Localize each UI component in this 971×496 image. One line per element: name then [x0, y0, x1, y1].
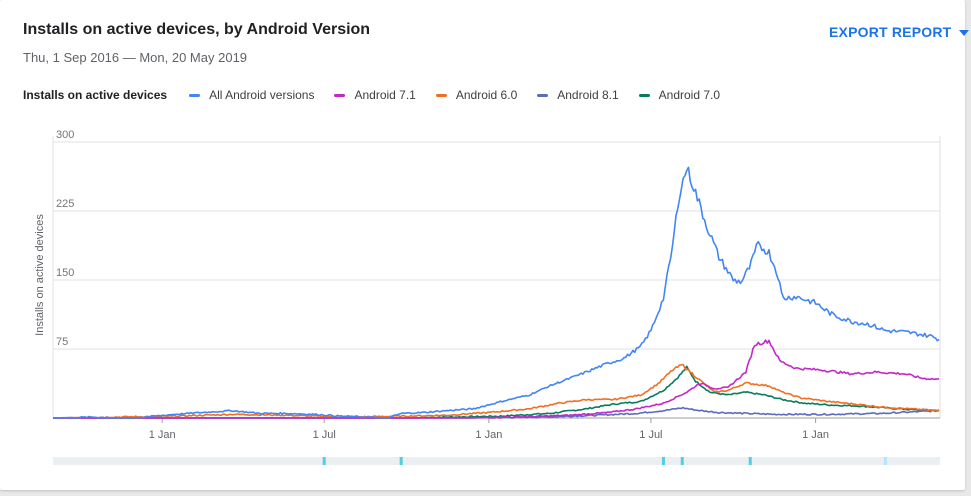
legend-label: Android 7.0 [658, 88, 721, 102]
legend-label: Android 7.1 [354, 88, 416, 102]
series-line [53, 339, 940, 419]
y-tick-label: 150 [56, 267, 74, 279]
range-brush[interactable] [53, 457, 940, 465]
legend-label: Android 8.1 [557, 88, 619, 102]
brush-marker [680, 457, 684, 465]
grid-lines [52, 136, 941, 419]
x-tick-label: 1 Jan [802, 429, 829, 441]
legend-swatch [638, 93, 650, 97]
legend-items: All Android versions Android 7.1 Android 6… [189, 88, 740, 102]
legend-item[interactable]: All Android versions [189, 88, 314, 102]
legend-item[interactable]: Android 7.1 [334, 88, 416, 102]
legend: Installs on active devices All Android v… [23, 88, 740, 102]
y-tick-label: 225 [56, 198, 74, 210]
x-axis: 1 Jan 1 Jul 1 Jan 1 Jul 1 Jan [149, 418, 829, 441]
legend-swatch [435, 93, 447, 97]
series-line [53, 363, 940, 419]
x-tick-label: 1 Jan [475, 429, 502, 441]
brush-marker [661, 457, 665, 465]
export-report-label: EXPORT REPORT [829, 24, 952, 40]
brush-track[interactable] [53, 457, 940, 465]
legend-swatch [537, 93, 549, 97]
x-tick-label: 1 Jul [313, 429, 336, 441]
brush-marker [322, 457, 326, 465]
y-tick-label: 300 [56, 129, 74, 141]
series-line [53, 365, 940, 419]
brush-marker [399, 457, 403, 465]
series-lines [53, 166, 940, 419]
y-tick-label: 75 [56, 336, 68, 348]
y-axis-label: Installs on active devices [34, 214, 46, 336]
x-tick-label: 1 Jul [639, 429, 662, 441]
export-report-button[interactable]: EXPORT REPORT [829, 24, 970, 40]
legend-item[interactable]: Android 6.0 [435, 88, 518, 102]
chart-title: Installs on active devices, by Android V… [23, 21, 371, 38]
series-line [53, 166, 940, 419]
brush-marker [748, 457, 752, 465]
y-axis: 300 225 150 75 [56, 129, 74, 348]
legend-label: Android 6.0 [455, 88, 518, 102]
date-range: Thu, 1 Sep 2016 — Mon, 20 May 2019 [23, 50, 248, 65]
caret-down-icon [959, 30, 970, 37]
legend-item[interactable]: Android 8.1 [537, 88, 619, 102]
legend-swatch [334, 93, 346, 97]
legend-swatch [189, 93, 201, 97]
legend-item[interactable]: Android 7.0 [638, 88, 721, 102]
legend-title: Installs on active devices [23, 88, 168, 102]
x-tick-label: 1 Jan [149, 429, 176, 441]
brush-marker [883, 457, 887, 465]
legend-label: All Android versions [209, 88, 315, 102]
